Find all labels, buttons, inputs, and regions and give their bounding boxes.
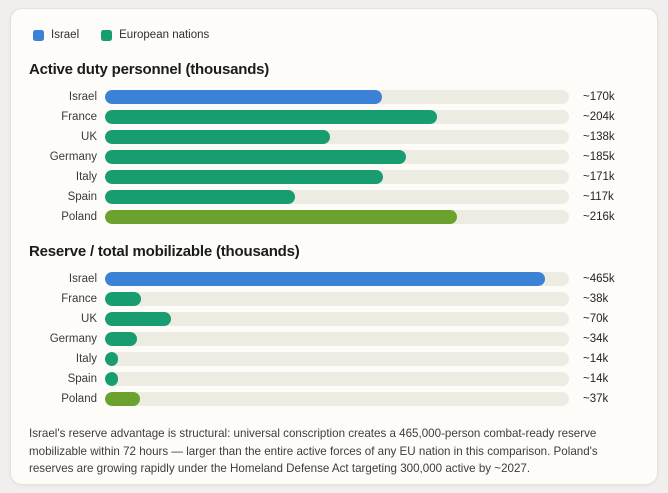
country-label: Poland xyxy=(61,393,97,405)
bar-track xyxy=(105,130,569,144)
bar-track xyxy=(105,210,569,224)
country-label: Spain xyxy=(67,373,97,385)
value-label: ~14k xyxy=(583,353,609,365)
bar xyxy=(105,90,382,104)
bar-track xyxy=(105,150,569,164)
section-title: Reserve / total mobilizable (thousands) xyxy=(29,243,300,260)
bar xyxy=(105,272,546,286)
bar-row: France ~38k xyxy=(21,289,647,309)
bar-track xyxy=(105,190,569,204)
value-label: ~216k xyxy=(583,211,615,223)
bar-row: Israel ~465k xyxy=(21,269,647,289)
bar-track xyxy=(105,372,569,386)
bar xyxy=(105,170,384,184)
bar xyxy=(105,392,141,406)
bar-row: Poland ~37k xyxy=(21,389,647,409)
legend-item: European nations xyxy=(101,29,209,41)
bar-row: Poland ~216k xyxy=(21,207,647,227)
country-label: Germany xyxy=(49,151,97,163)
bar-track xyxy=(105,170,569,184)
bar-row: Germany ~34k xyxy=(21,329,647,349)
bar xyxy=(105,352,119,366)
bar-track xyxy=(105,332,569,346)
country-label: Germany xyxy=(49,333,97,345)
bar-row: Italy ~171k xyxy=(21,167,647,187)
legend-label: European nations xyxy=(119,29,210,41)
chart-sections: Active duty personnel (thousands) Israel ~… xyxy=(21,61,647,409)
value-label: ~171k xyxy=(583,171,615,183)
country-label: UK xyxy=(81,313,97,325)
bar-row: Italy ~14k xyxy=(21,349,647,369)
bar-row: Israel ~170k xyxy=(21,87,647,107)
bar-track xyxy=(105,292,569,306)
value-label: ~38k xyxy=(583,293,609,305)
bar xyxy=(105,190,296,204)
country-label: Spain xyxy=(67,191,97,203)
bar xyxy=(105,332,138,346)
value-label: ~138k xyxy=(583,131,615,143)
country-label: Israel xyxy=(68,91,97,103)
bar-chart-section: Active duty personnel (thousands) Israel ~… xyxy=(21,61,647,227)
bar xyxy=(105,130,330,144)
value-label: ~34k xyxy=(583,333,609,345)
bar-row: UK ~70k xyxy=(21,309,647,329)
chart-card: Israel European nations Active duty perso… xyxy=(10,8,658,485)
value-label: ~465k xyxy=(583,273,615,285)
bar-track xyxy=(105,110,569,124)
legend-swatch-icon xyxy=(33,29,44,41)
value-label: ~117k xyxy=(583,191,614,203)
country-label: Poland xyxy=(61,211,97,223)
bar-row: Spain ~14k xyxy=(21,369,647,389)
bar-row: UK ~138k xyxy=(21,127,647,147)
value-label: ~70k xyxy=(583,313,609,325)
value-label: ~204k xyxy=(583,111,615,123)
bar-row: France ~204k xyxy=(21,107,647,127)
legend-label: Israel xyxy=(51,29,80,41)
value-label: ~185k xyxy=(583,151,615,163)
value-label: ~170k xyxy=(583,91,615,103)
legend: Israel European nations xyxy=(21,29,647,41)
bar-chart-section: Reserve / total mobilizable (thousands) I… xyxy=(21,243,647,409)
bar xyxy=(105,110,438,124)
country-label: France xyxy=(61,293,97,305)
bar xyxy=(105,292,141,306)
legend-swatch-icon xyxy=(101,29,113,41)
bar-track xyxy=(105,272,569,286)
value-label: ~14k xyxy=(583,373,609,385)
footer-note: Israel's reserve advantage is structural… xyxy=(29,427,598,475)
bar-row: Spain ~117k xyxy=(21,187,647,207)
bar xyxy=(105,372,119,386)
bar xyxy=(105,150,407,164)
country-label: Italy xyxy=(75,353,97,365)
bar-track xyxy=(105,90,569,104)
country-label: France xyxy=(61,111,97,123)
legend-item: Israel xyxy=(33,29,79,41)
bar-track xyxy=(105,312,569,326)
value-label: ~37k xyxy=(583,393,609,405)
country-label: UK xyxy=(81,131,97,143)
bar-row: Germany ~185k xyxy=(21,147,647,167)
section-title: Active duty personnel (thousands) xyxy=(29,61,270,78)
bar-track xyxy=(105,392,569,406)
country-label: Italy xyxy=(75,171,97,183)
country-label: Israel xyxy=(68,273,97,285)
bar-track xyxy=(105,352,569,366)
bar xyxy=(105,312,172,326)
bar xyxy=(105,210,457,224)
